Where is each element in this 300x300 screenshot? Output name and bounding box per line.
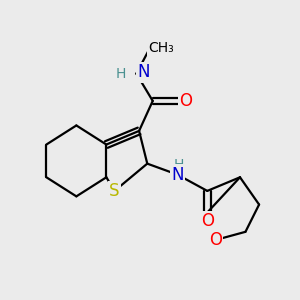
Text: H: H: [116, 67, 126, 81]
Text: CH₃: CH₃: [148, 41, 174, 55]
Text: O: O: [209, 231, 222, 249]
Text: H: H: [173, 158, 184, 172]
Text: S: S: [109, 182, 120, 200]
Text: N: N: [138, 63, 150, 81]
Text: O: O: [179, 92, 192, 110]
Text: N: N: [171, 166, 184, 184]
Text: O: O: [201, 212, 214, 230]
